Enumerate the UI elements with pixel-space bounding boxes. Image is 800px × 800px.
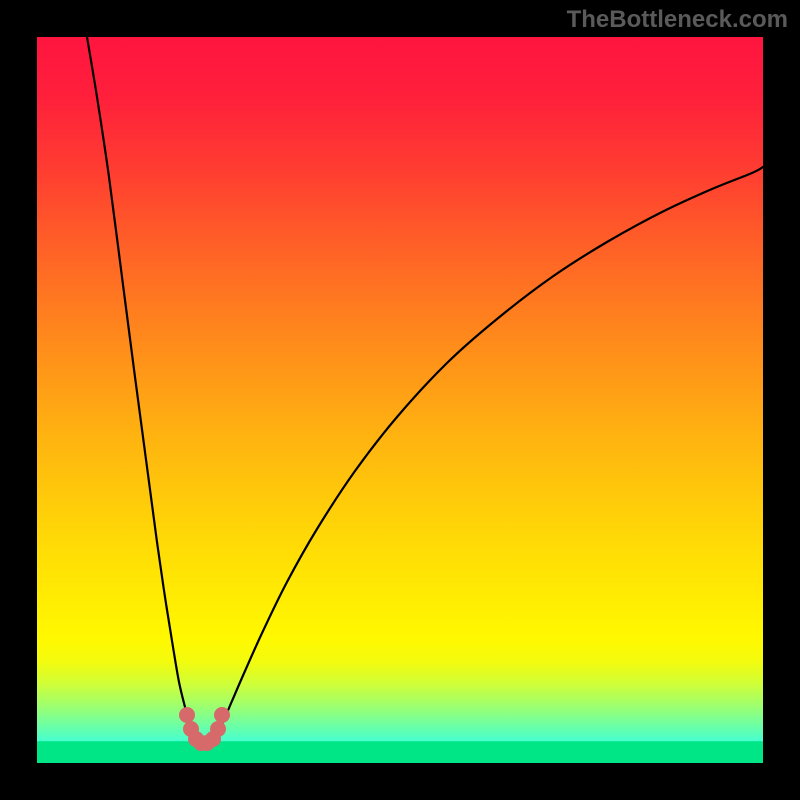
dip-marker — [179, 707, 195, 723]
dip-marker — [210, 721, 226, 737]
plot-svg — [37, 37, 763, 763]
gradient-background — [37, 37, 763, 763]
plot-area — [37, 37, 763, 763]
watermark-text: TheBottleneck.com — [567, 6, 788, 34]
figure-root: TheBottleneck.com — [0, 0, 800, 800]
bottom-band — [37, 741, 763, 763]
dip-marker — [214, 707, 230, 723]
